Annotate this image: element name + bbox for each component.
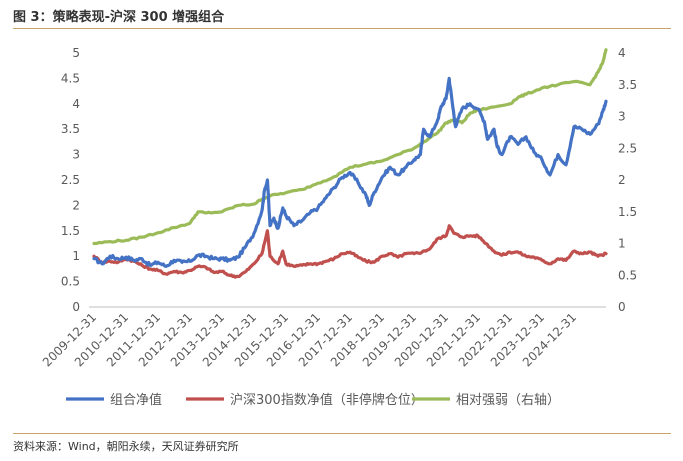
source-rule (13, 433, 671, 434)
left-tick-label: 4.5 (61, 71, 80, 85)
right-tick-label: 3 (618, 110, 626, 124)
series-line (92, 224, 608, 279)
legend-label: 相对强弱（右轴） (456, 393, 560, 408)
series-layer (92, 48, 608, 279)
left-tick-label: 4 (72, 97, 80, 111)
right-tick-label: 3.5 (618, 78, 637, 92)
right-tick-label: 2.5 (618, 141, 637, 155)
left-axis-ticks: 0 0.5 1 1.5 2 2.5 3 3.5 4 4.5 5 (61, 46, 80, 314)
left-tick-label: 2.5 (61, 173, 80, 187)
series-line (92, 48, 608, 246)
right-tick-label: 0.5 (618, 268, 637, 282)
legend-label: 沪深300指数净值（非停牌仓位） (230, 392, 424, 408)
legend: 组合净值 沪深300指数净值（非停牌仓位） 相对强弱（右轴） (66, 392, 560, 408)
series-line (92, 76, 608, 268)
left-tick-label: 3 (72, 148, 80, 162)
left-tick-label: 3.5 (61, 122, 80, 136)
title-rule (13, 28, 671, 29)
left-tick-label: 5 (72, 46, 80, 60)
right-axis-ticks: 0 0.5 1 1.5 2 2.5 3 3.5 4 (618, 46, 637, 314)
right-tick-label: 0 (618, 300, 626, 314)
source-note: 资料来源：Wind，朝阳永续，天风证券研究所 (13, 440, 239, 453)
figure-title: 图 3：策略表现-沪深 300 增强组合 (13, 10, 225, 25)
x-axis-ticks: 2009-12-312010-12-312011-12-312012-12-31… (40, 310, 579, 369)
legend-label: 组合净值 (110, 392, 162, 408)
right-tick-label: 4 (618, 46, 626, 60)
left-tick-label: 2 (72, 198, 80, 212)
right-tick-label: 1 (618, 237, 626, 251)
right-tick-label: 1.5 (618, 205, 637, 219)
left-tick-label: 0 (72, 300, 80, 314)
left-tick-label: 1 (72, 249, 80, 263)
right-tick-label: 2 (618, 173, 626, 187)
left-tick-label: 1.5 (61, 224, 80, 238)
left-tick-label: 0.5 (61, 275, 80, 289)
